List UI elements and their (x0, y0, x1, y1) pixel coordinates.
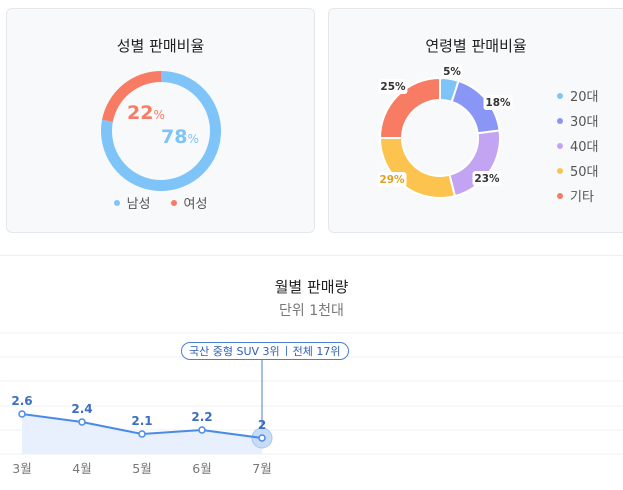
legend-dot (170, 199, 177, 206)
gender-slice-1 (102, 71, 161, 122)
gender-card-title: 성별 판매비율 (116, 37, 205, 55)
age-value-label: 25% (380, 81, 406, 93)
gender-legend-item: 남성 (113, 193, 151, 212)
monthly-chart-unit: 단위 1천대 (279, 303, 344, 319)
legend-dot (557, 192, 563, 199)
age-slice-4 (378, 76, 441, 139)
legend-label: 남성 (126, 197, 151, 212)
age-donut-chart: 5% 18% 23% 29% 25% (377, 64, 513, 199)
legend-label: 30대 (570, 115, 599, 130)
data-label: 2.1 (131, 414, 152, 428)
x-tick-label: 6월 (192, 461, 211, 476)
gender-ratio-card: 22% 78% 성별 판매비율 남성 여성 (6, 8, 315, 233)
age-value-label-bg (472, 171, 502, 186)
legend-label: 기타 (570, 190, 594, 205)
age-legend-item: 40대 (557, 133, 599, 158)
legend-dot (557, 92, 563, 99)
data-point (78, 418, 86, 426)
legend-dot (557, 142, 563, 149)
age-legend-item: 기타 (557, 183, 599, 208)
data-point (18, 410, 26, 418)
age-value-label-bg (378, 79, 408, 94)
legend-label: 20대 (570, 90, 599, 105)
data-point (138, 430, 146, 438)
age-slice-3 (378, 137, 457, 199)
age-legend-item: 20대 (557, 83, 599, 108)
gender-legend-item: 여성 (170, 193, 208, 212)
age-value-label: 5% (443, 66, 461, 78)
female-pct-label: 22% (127, 102, 165, 124)
age-value-label: 29% (379, 174, 405, 186)
legend-dot (113, 199, 120, 206)
x-tick-label: 3월 (12, 461, 31, 476)
legend-dot (557, 117, 563, 124)
legend-label: 40대 (570, 140, 599, 155)
data-label: 2.4 (71, 402, 92, 416)
data-label: 2 (258, 418, 266, 432)
ranking-callout: 국산 중형 SUV 3위 전체 17위 (181, 342, 349, 360)
age-value-label: 23% (474, 173, 500, 185)
monthly-chart-title: 월별 판매량 (274, 278, 349, 296)
x-tick-label: 4월 (72, 461, 91, 476)
x-tick-label: 7월 (252, 461, 271, 476)
callout-separator (285, 346, 287, 356)
age-card-title: 연령별 판매비율 (425, 37, 527, 55)
age-slice-2 (448, 129, 501, 198)
age-legend-item: 30대 (557, 108, 599, 133)
age-value-label-bg (483, 95, 513, 110)
section-divider (0, 255, 623, 256)
data-point (258, 434, 266, 442)
data-point (198, 426, 206, 434)
callout-segment-rank: 국산 중형 SUV 3위 (189, 345, 280, 358)
age-legend-item: 50대 (557, 158, 599, 183)
male-pct-label: 78% (161, 126, 199, 148)
legend-label: 50대 (570, 165, 599, 180)
age-value-label: 18% (485, 97, 511, 109)
gender-legend: 남성 여성 (7, 193, 314, 212)
gender-donut-chart: 22%78% (100, 71, 222, 191)
age-value-label-bg (441, 64, 463, 79)
x-tick-label: 5월 (132, 461, 151, 476)
data-label: 2.2 (191, 410, 212, 424)
monthly-line-chart: 2.6 3월 2.4 4월 2.1 5월 2.2 6월 2 7월 (0, 332, 623, 476)
legend-dot (557, 167, 563, 174)
callout-overall-rank: 전체 17위 (292, 345, 341, 358)
data-label: 2.6 (11, 394, 32, 408)
age-value-label-bg (377, 172, 407, 187)
legend-label: 여성 (183, 197, 208, 212)
